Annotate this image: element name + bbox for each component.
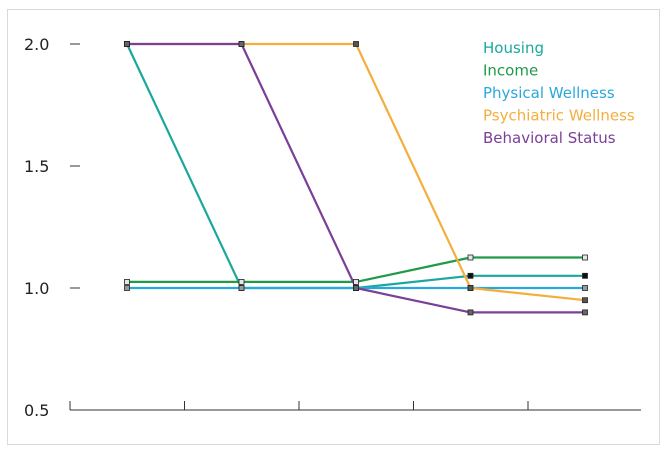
data-point [582,285,588,291]
data-point [467,272,474,279]
data-point [238,285,245,291]
data-point [467,254,474,261]
series-line-psychiatric-wellness [127,42,586,302]
legend: Housing Income Physical Wellness Psychiatri… [483,39,635,147]
legend-entry: Physical Wellness [483,84,615,102]
y-tick-label: 0.5 [24,401,49,420]
legend-entry: Housing [483,39,544,57]
chart-frame [7,9,660,445]
data-point [582,272,588,279]
y-tick-label: 1.5 [24,157,49,176]
legend-entry: Behavioral Status [483,129,616,147]
axes: 2.0 1.5 1.0 0.5 [24,35,641,420]
data-point [353,278,359,285]
series-markers [124,41,588,316]
y-tick-label: 1.0 [24,279,49,298]
data-point [124,285,130,291]
data-point [238,41,245,47]
data-point [124,41,130,47]
series-line-housing [126,43,585,290]
y-tick-label: 2.0 [24,35,49,54]
data-point [582,309,588,316]
data-point [238,278,245,285]
legend-entry: Psychiatric Wellness [483,107,635,125]
data-point [467,309,474,316]
data-point [582,254,588,261]
series-line-income [127,256,585,283]
data-point [353,41,359,47]
data-point [582,297,588,304]
legend-entry: Income [483,62,538,80]
data-point [124,278,130,285]
data-point [353,285,359,291]
data-point [467,285,474,291]
